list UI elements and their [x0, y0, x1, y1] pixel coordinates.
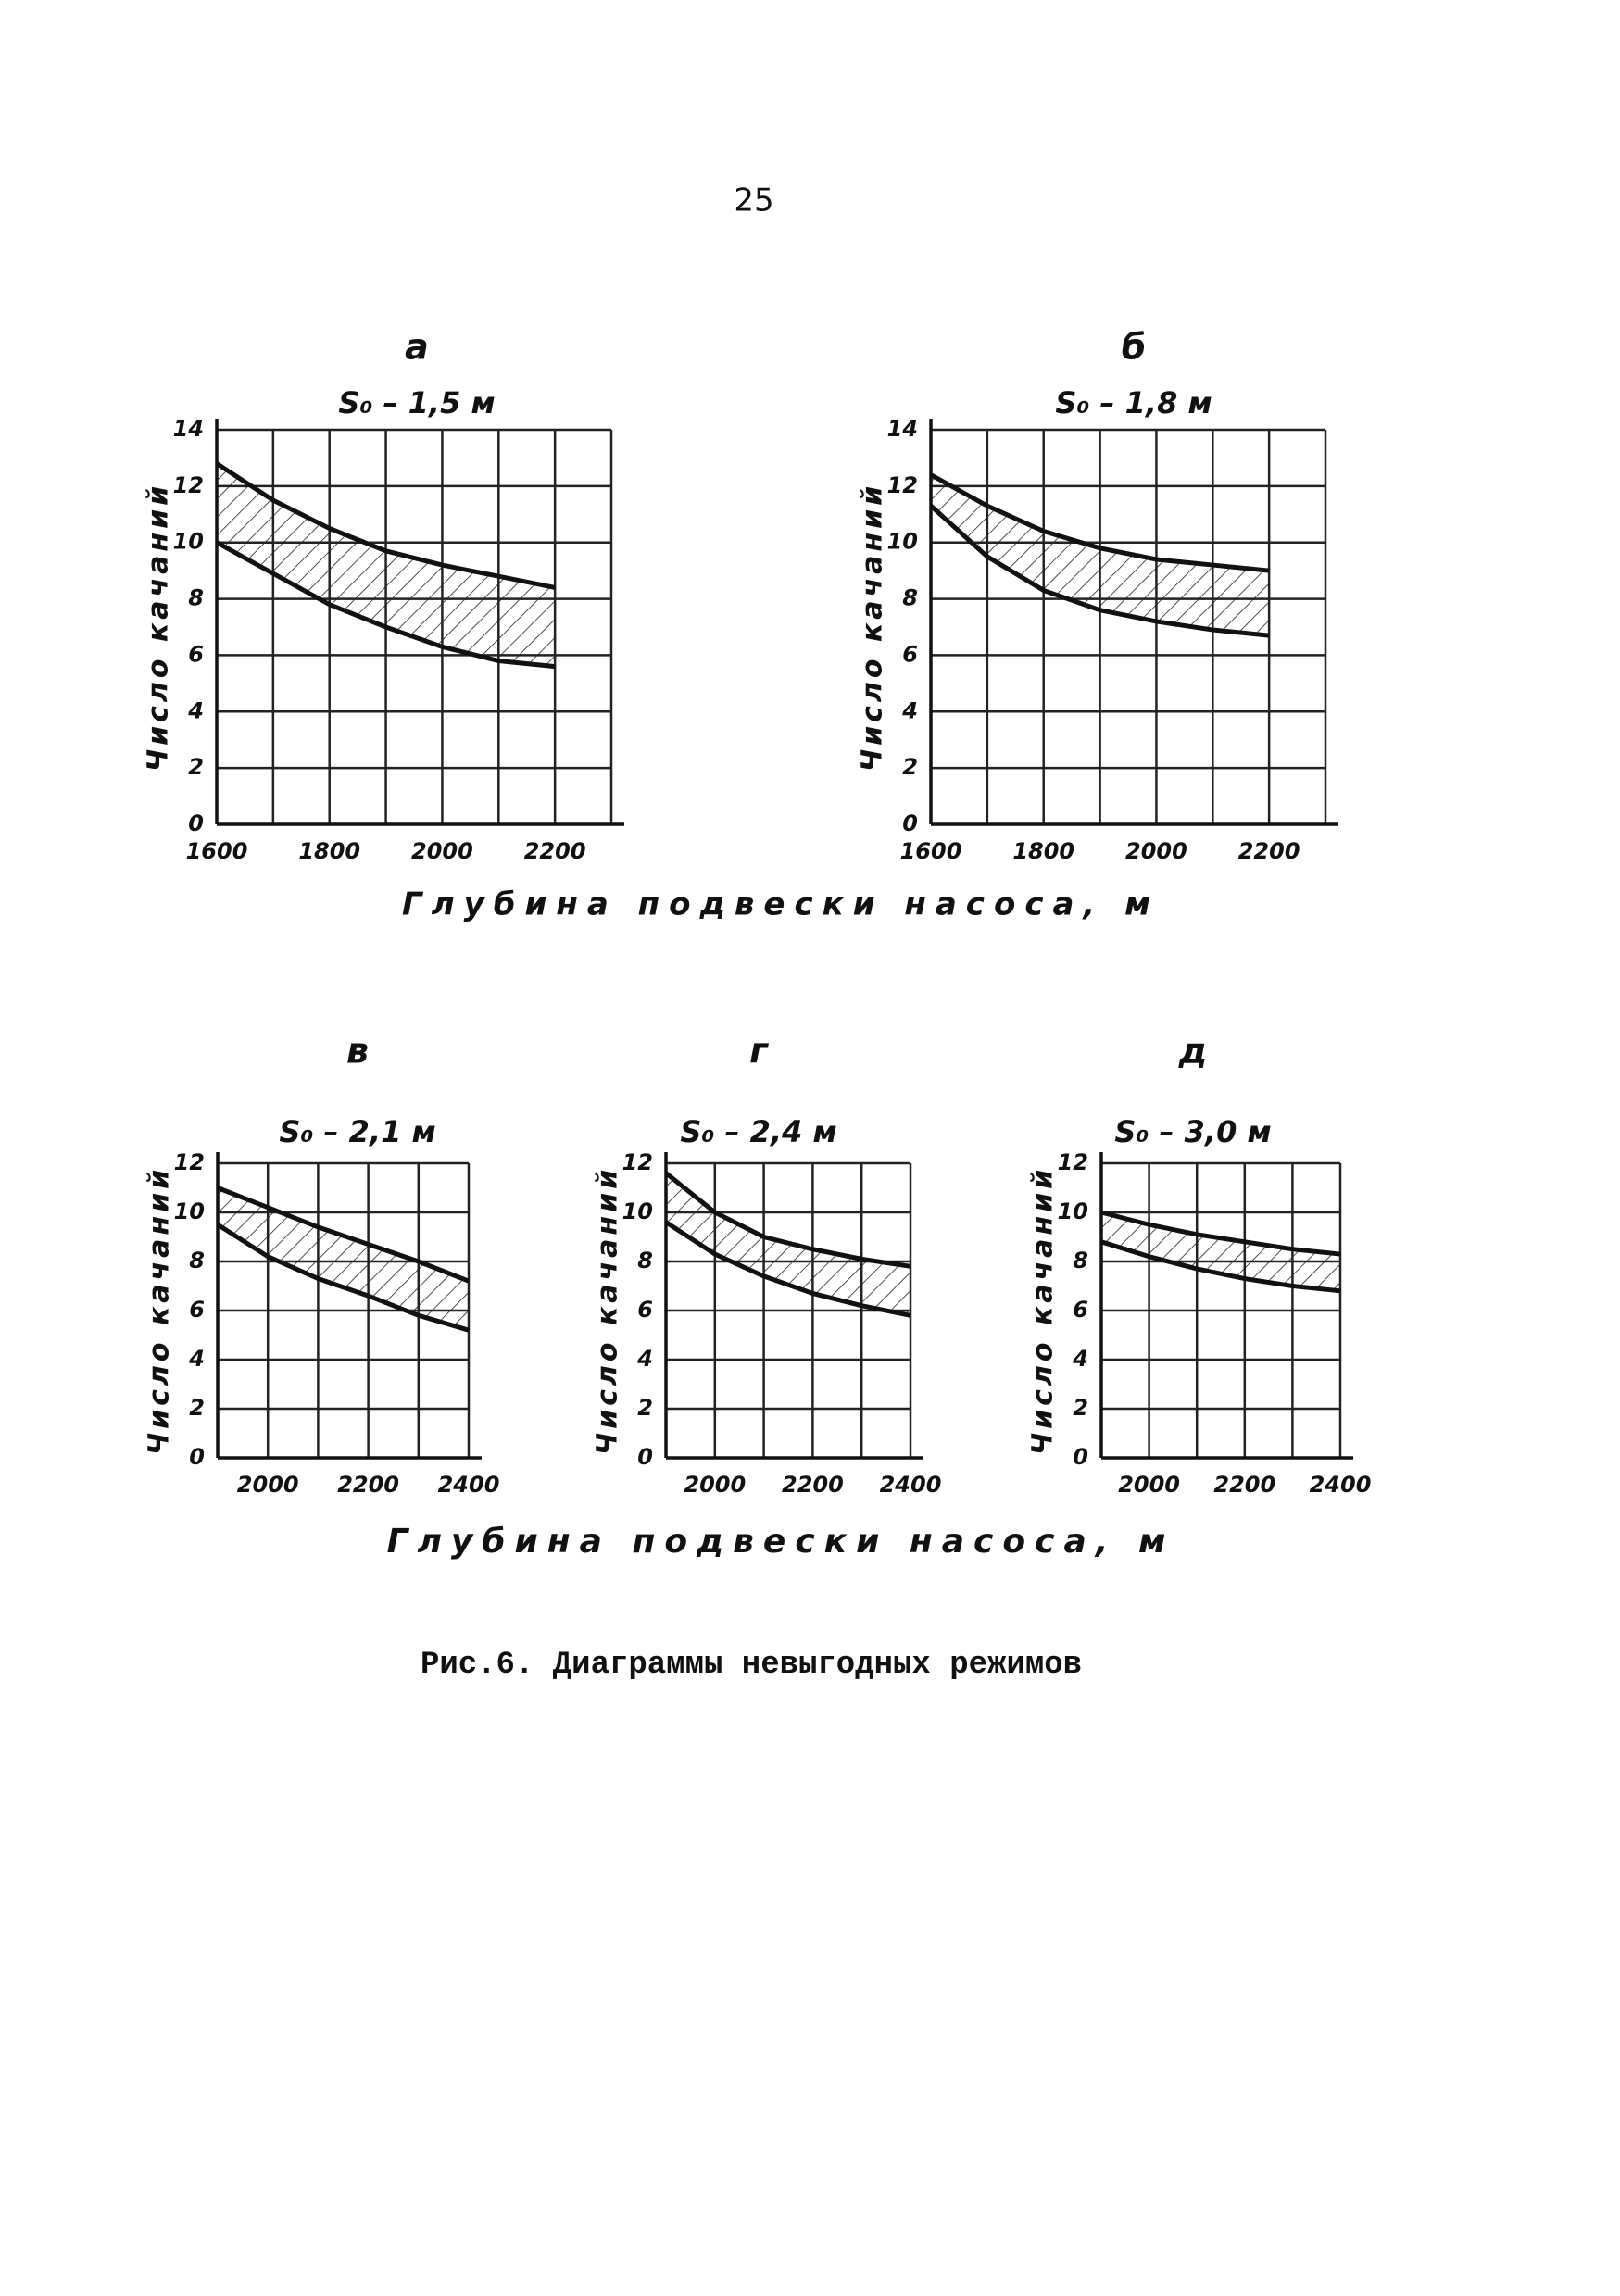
y-tick-label: 8 [902, 585, 918, 611]
y-axis-label: Число качаний [857, 483, 889, 772]
y-tick-label: 6 [188, 641, 204, 667]
y-tick-label: 4 [187, 697, 204, 723]
x-tick-label: 2000 [684, 1472, 746, 1498]
y-tick-label: 10 [174, 1198, 205, 1224]
band-edge [664, 1220, 911, 1318]
chart: г S₀ – 2,4 м Число качаний 0 2 4 6 8 10 12 2000 220… [592, 1031, 942, 1499]
band-edge [1100, 1239, 1341, 1294]
y-tick-label: 4 [636, 1346, 653, 1372]
chart-label: б [1122, 327, 1147, 368]
chart: в S₀ – 2,1 м Число качаний 0 2 4 6 8 10 12 2000 220… [144, 1031, 500, 1499]
x-tick-label: 2400 [1310, 1472, 1372, 1498]
y-tick-label: 8 [1073, 1248, 1088, 1273]
x-tick-label: 2000 [1118, 1472, 1180, 1498]
x-tick-label: 1800 [1012, 838, 1074, 864]
band-fill [218, 1187, 469, 1331]
y-axis-label: Число качаний [1027, 1166, 1060, 1455]
y-tick-label: 4 [188, 1346, 205, 1372]
y-tick-label: 0 [902, 810, 918, 836]
chart-title: S₀ – 2,4 м [680, 1114, 836, 1149]
x-tick-label: 2200 [782, 1472, 844, 1498]
chart-title: S₀ – 3,0 м [1114, 1114, 1271, 1149]
x-axis-label: Глубина подвески насоса, м [387, 1523, 1175, 1561]
y-tick-label: 0 [189, 1444, 205, 1470]
chart-label: д [1178, 1031, 1208, 1072]
caption: Рис.6. Диаграммы невыгодных режимов [421, 1648, 1082, 1683]
y-tick-label: 0 [637, 1444, 653, 1470]
x-tick-label: 2200 [1238, 838, 1300, 864]
y-tick-label: 6 [902, 641, 918, 667]
band-edge [215, 540, 556, 670]
chart-title: S₀ – 1,8 м [1055, 385, 1212, 420]
y-tick-label: 14 [887, 416, 918, 442]
y-tick-label: 2 [637, 1395, 653, 1421]
x-tick-label: 2400 [438, 1472, 500, 1498]
y-tick-label: 10 [173, 529, 204, 555]
y-tick-label: 8 [189, 1248, 205, 1273]
chart-title: S₀ – 2,1 м [279, 1114, 435, 1149]
y-tick-label: 10 [622, 1198, 653, 1224]
y-tick-label: 6 [189, 1297, 205, 1323]
x-tick-label: 2400 [880, 1472, 942, 1498]
chart-label: г [749, 1031, 769, 1072]
x-tick-label: 1600 [900, 838, 962, 864]
y-tick-label: 12 [173, 472, 204, 498]
y-tick-label: 2 [902, 754, 918, 780]
band-edge [929, 504, 1270, 638]
y-tick-label: 4 [901, 697, 918, 723]
y-axis-label: Число качаний [144, 1166, 176, 1455]
y-tick-label: 10 [1058, 1198, 1088, 1224]
band-edge [217, 1186, 470, 1284]
page-number: 25 [734, 182, 773, 220]
chart-label: в [346, 1031, 369, 1072]
x-tick-label: 2200 [337, 1472, 399, 1498]
band-edge [216, 1223, 470, 1333]
band-fill [1101, 1212, 1340, 1291]
x-tick-label: 2000 [237, 1472, 299, 1498]
y-tick-label: 12 [1058, 1149, 1088, 1175]
y-tick-label: 12 [887, 472, 918, 498]
x-tick-label: 2000 [1125, 838, 1187, 864]
x-tick-label: 1800 [298, 838, 360, 864]
x-tick-label: 2200 [1213, 1472, 1275, 1498]
y-tick-label: 8 [637, 1248, 653, 1273]
band-fill [931, 474, 1270, 636]
y-tick-label: 0 [1073, 1444, 1088, 1470]
y-tick-label: 12 [174, 1149, 205, 1175]
y-tick-label: 2 [1073, 1395, 1088, 1421]
chart: б S₀ – 1,8 м Число качаний 0 2 4 6 8 10 12 14 1600 1… [857, 327, 1338, 864]
y-tick-label: 2 [188, 754, 204, 780]
y-tick-label: 0 [188, 810, 204, 836]
y-tick-label: 14 [173, 416, 204, 442]
y-tick-label: 6 [637, 1297, 653, 1323]
chart-title: S₀ – 1,5 м [338, 385, 495, 420]
chart-label: а [405, 327, 429, 368]
band-edge [215, 461, 556, 590]
y-tick-label: 8 [188, 585, 204, 611]
y-axis-label: Число качаний [143, 483, 175, 772]
chart: д S₀ – 3,0 м Число качаний 0 2 4 6 8 10 12 2000 220… [1027, 1031, 1372, 1499]
x-tick-label: 2200 [524, 838, 586, 864]
x-tick-label: 2000 [411, 838, 473, 864]
y-tick-label: 10 [887, 529, 918, 555]
y-tick-label: 4 [1072, 1346, 1088, 1372]
y-axis-label: Число качаний [592, 1166, 624, 1455]
band-edge [929, 472, 1270, 573]
y-tick-label: 12 [622, 1149, 653, 1175]
band-edge [1100, 1210, 1341, 1257]
y-tick-label: 6 [1073, 1297, 1088, 1323]
y-tick-label: 2 [189, 1395, 205, 1421]
band-edge [664, 1171, 911, 1269]
chart: а S₀ – 1,5 м Число качаний 0 2 4 6 8 10 12 14 1600 1… [143, 327, 624, 864]
x-axis-label: Глубина подвески насоса, м [402, 886, 1160, 923]
x-tick-label: 1600 [186, 838, 248, 864]
